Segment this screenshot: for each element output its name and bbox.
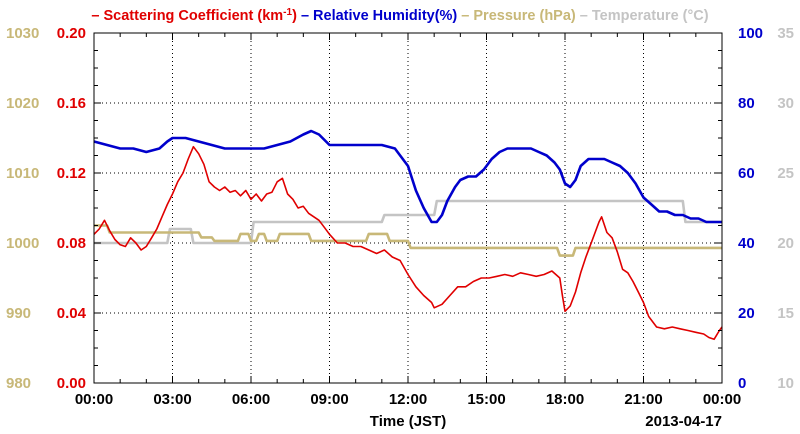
tick-label-pressure: 1020 (6, 95, 39, 112)
tick-label-humidity: 20 (738, 305, 755, 322)
tick-label-humidity: 80 (738, 95, 755, 112)
tick-label-temperature: 20 (777, 235, 794, 252)
tick-label-temperature: 10 (777, 375, 794, 392)
y-axis-scattering: 0.20 0.16 0.12 0.08 0.04 0.00 (57, 25, 87, 392)
series-layer (93, 129, 723, 341)
tick-label-temperature: 30 (777, 95, 794, 112)
tick-label-scattering: 0.00 (57, 375, 86, 392)
legend-entry: – Pressure (hPa) (457, 8, 576, 24)
ticks (93, 32, 723, 384)
tick-label-scattering: 0.04 (57, 305, 87, 322)
y-axis-pressure: 1030 1020 1010 1000 990 980 (6, 25, 39, 392)
x-tick-label: 00:00 (703, 391, 741, 408)
tick-label-pressure: 1030 (6, 25, 39, 42)
tick-label-pressure: 980 (6, 375, 31, 392)
series-line-scattering (93, 145, 723, 341)
legend-entry: – Scattering Coefficient (km (91, 8, 283, 24)
legend-entry: – Relative Humidity(%) (297, 8, 458, 24)
x-axis-title: Time (JST) (370, 413, 446, 430)
tick-label-humidity: 100 (738, 25, 763, 42)
tick-label-scattering: 0.16 (57, 95, 86, 112)
series-line-pressure (94, 224, 722, 257)
date-label: 2013-04-17 (645, 413, 722, 430)
x-tick-label: 15:00 (467, 391, 505, 408)
series-line-temperature (94, 199, 722, 245)
legend-text: – Scattering Coefficient (km-1) – Relati… (91, 7, 708, 24)
tick-label-pressure: 1010 (6, 165, 39, 182)
tick-label-scattering: 0.12 (57, 165, 86, 182)
x-tick-label: 18:00 (546, 391, 584, 408)
tick-label-humidity: 60 (738, 165, 755, 182)
legend-sup: -1 (283, 7, 292, 18)
x-tick-label: 00:00 (75, 391, 113, 408)
tick-label-scattering: 0.20 (57, 25, 86, 42)
x-tick-label: 21:00 (624, 391, 662, 408)
tick-label-humidity: 0 (738, 375, 746, 392)
tick-label-pressure: 990 (6, 305, 31, 322)
legend-tail: ) (292, 8, 297, 24)
x-axis: 00:00 03:00 06:00 09:00 12:00 15:00 18:00 21:00… (75, 391, 741, 408)
tick-label-temperature: 25 (777, 165, 794, 182)
tick-label-humidity: 40 (738, 235, 755, 252)
x-tick-label: 03:00 (153, 391, 191, 408)
legend: – Scattering Coefficient (km-1) – Relati… (91, 7, 708, 24)
series-line-humidity (93, 129, 722, 224)
tick-label-scattering: 0.08 (57, 235, 86, 252)
tick-label-temperature: 15 (777, 305, 794, 322)
x-tick-label: 09:00 (310, 391, 348, 408)
y-axis-temperature: 35 30 25 20 15 10 (777, 25, 794, 392)
x-tick-label: 06:00 (232, 391, 270, 408)
tick-label-temperature: 35 (777, 25, 794, 42)
y-axis-humidity: 100 80 60 40 20 0 (738, 25, 763, 392)
legend-entry: – Temperature (°C) (576, 8, 709, 24)
x-tick-label: 12:00 (389, 391, 427, 408)
plot-area (94, 33, 722, 383)
tick-label-pressure: 1000 (6, 235, 39, 252)
